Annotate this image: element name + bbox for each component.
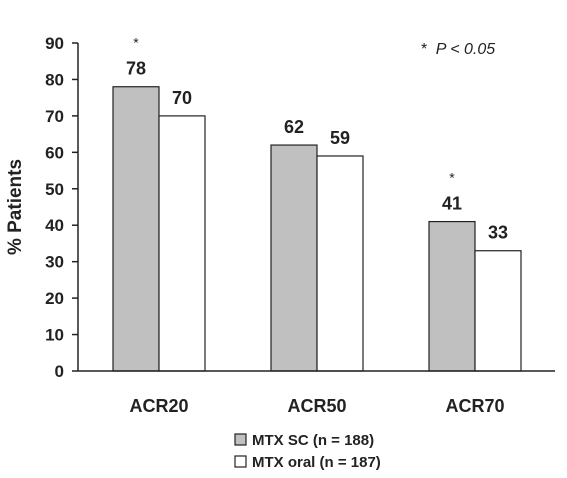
y-tick-label: 80 [45,70,64,89]
y-tick-label: 70 [45,107,64,126]
legend: MTX SC (n = 188) MTX oral (n = 187) [234,432,381,471]
y-tick-label: 90 [45,34,64,53]
category-label: ACR50 [287,396,346,416]
y-tick-label: 10 [45,326,64,345]
bar [112,86,160,372]
x-axis-labels: ACR20 ACR50 ACR70 [129,396,504,416]
value-label: 70 [172,88,192,108]
legend-swatch [234,455,247,468]
value-label: 62 [284,117,304,137]
legend-label: MTX oral (n = 187) [252,454,381,471]
value-label: 33 [488,223,508,243]
bars: 78 * 70 62 59 41 * 33 [112,35,522,372]
y-tick-label: 50 [45,180,64,199]
y-axis-title: % Patients [5,159,26,255]
category-label: ACR20 [129,396,188,416]
value-label: 41 [442,194,462,214]
significance-note-text: P < 0.05 [436,41,496,58]
legend-swatch [234,433,247,446]
value-label: 59 [330,128,350,148]
bar [316,155,364,372]
category-label: ACR70 [445,396,504,416]
bar [158,115,206,372]
significance-note-star: * [421,41,427,58]
y-axis-ticks: 0 10 20 30 40 50 60 70 80 90 [45,34,78,381]
y-tick-label: 40 [45,216,64,235]
significance-star: * [449,170,455,186]
value-label: 78 [126,59,146,79]
bar [270,144,318,372]
y-tick-label: 0 [55,362,64,381]
y-tick-label: 20 [45,289,64,308]
significance-star: * [133,35,139,51]
bar [428,220,476,372]
significance-note: * P < 0.05 [421,41,495,58]
y-tick-label: 60 [45,143,64,162]
y-tick-label: 30 [45,253,64,272]
legend-label: MTX SC (n = 188) [252,432,374,449]
bar [474,250,522,372]
